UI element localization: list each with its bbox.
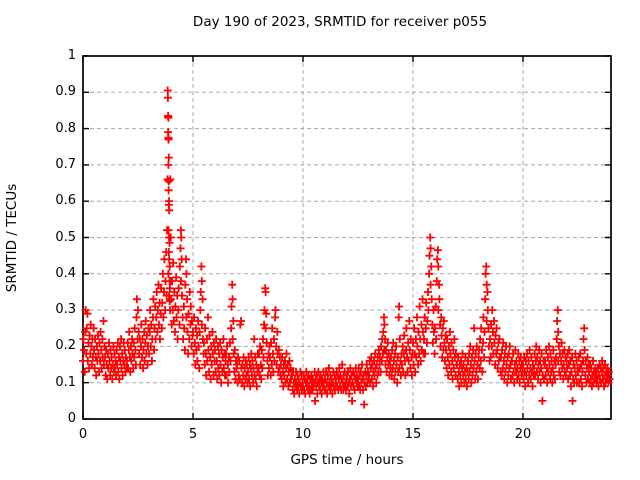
grid-lines bbox=[83, 56, 611, 419]
y-tick-label: 0 bbox=[67, 411, 76, 426]
y-axis-label: SRMTID / TECUs bbox=[4, 183, 20, 293]
x-tick-label: 15 bbox=[404, 427, 422, 442]
y-tick-label: 0.8 bbox=[55, 120, 76, 136]
x-tick-label: 5 bbox=[188, 427, 198, 442]
x-tick-label: 0 bbox=[78, 427, 88, 442]
y-tick-label: 0.6 bbox=[55, 193, 76, 209]
y-tick-label: 0.1 bbox=[55, 374, 76, 390]
y-tick-label: 0.5 bbox=[55, 229, 76, 245]
x-tick-label: 10 bbox=[294, 427, 312, 442]
x-axis-label: GPS time / hours bbox=[290, 452, 404, 468]
y-tick-label: 1 bbox=[67, 48, 76, 63]
y-tick-label: 0.3 bbox=[55, 302, 76, 318]
chart-title: Day 190 of 2023, SRMTID for receiver p05… bbox=[192, 14, 488, 30]
data-markers bbox=[79, 86, 614, 409]
y-tick-label: 0.9 bbox=[55, 84, 76, 100]
y-tick-label: 0.4 bbox=[55, 265, 76, 281]
y-tick-label: 0.2 bbox=[55, 338, 76, 354]
y-tick-label: 0.7 bbox=[55, 156, 76, 172]
x-tick-label: 20 bbox=[514, 427, 532, 442]
